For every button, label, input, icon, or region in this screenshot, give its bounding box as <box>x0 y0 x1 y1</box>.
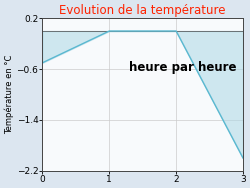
Text: heure par heure: heure par heure <box>129 61 236 74</box>
Y-axis label: Température en °C: Température en °C <box>4 55 14 134</box>
Title: Evolution de la température: Evolution de la température <box>60 4 226 17</box>
